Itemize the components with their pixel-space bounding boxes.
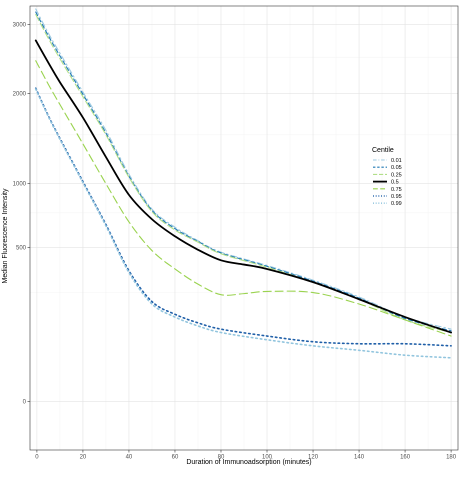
x-axis-title: Duration of Immunoadsorption (minutes) <box>186 459 311 466</box>
x-tick-label: 40 <box>126 455 133 461</box>
x-tick-label: 120 <box>308 455 319 461</box>
x-tick-label: 20 <box>80 455 87 461</box>
x-tick-label: 0 <box>35 455 39 461</box>
y-tick-label: 500 <box>16 245 27 251</box>
x-tick-label: 140 <box>354 455 365 461</box>
legend-label: 0.99 <box>391 201 402 207</box>
legend-label: 0.25 <box>391 172 402 178</box>
series-line-0-95 <box>34 87 452 347</box>
y-tick-label: 2000 <box>13 92 27 98</box>
series-line-0-99 <box>34 88 452 359</box>
legend-label: 0.5 <box>391 180 399 186</box>
legend-label: 0.95 <box>391 194 402 200</box>
series-line-0-05 <box>35 11 452 332</box>
y-tick-label: 0 <box>23 399 27 405</box>
x-tick-label: 100 <box>262 455 273 461</box>
y-tick-label: 1000 <box>13 182 27 188</box>
plot-panel-border <box>29 5 459 451</box>
x-tick-label: 60 <box>172 455 179 461</box>
series-line-0-75 <box>35 60 452 337</box>
y-axis-title: Median Fluorescence Intensity <box>2 188 9 283</box>
x-tick-label: 180 <box>446 455 457 461</box>
series-line-0-5 <box>34 39 452 334</box>
x-tick-label: 80 <box>218 455 225 461</box>
legend: Centile 0.010.050.25 0.50.750.950.99 <box>372 147 402 207</box>
series-line-0-01 <box>35 8 452 330</box>
grid-layer <box>30 6 458 450</box>
series-line-0-25 <box>35 13 452 334</box>
legend-label: 0.01 <box>391 158 402 164</box>
y-tick-label: 3000 <box>13 22 27 28</box>
legend-label: 0.05 <box>391 165 402 171</box>
x-tick-label: 160 <box>400 455 411 461</box>
series-layer <box>34 8 452 359</box>
legend-label: 0.75 <box>391 187 402 193</box>
axis-layer: 0 20 40 60 80 100 120 140 160 180 0 500 1000 2000 3000 <box>13 5 459 461</box>
legend-title: Centile <box>372 147 394 154</box>
